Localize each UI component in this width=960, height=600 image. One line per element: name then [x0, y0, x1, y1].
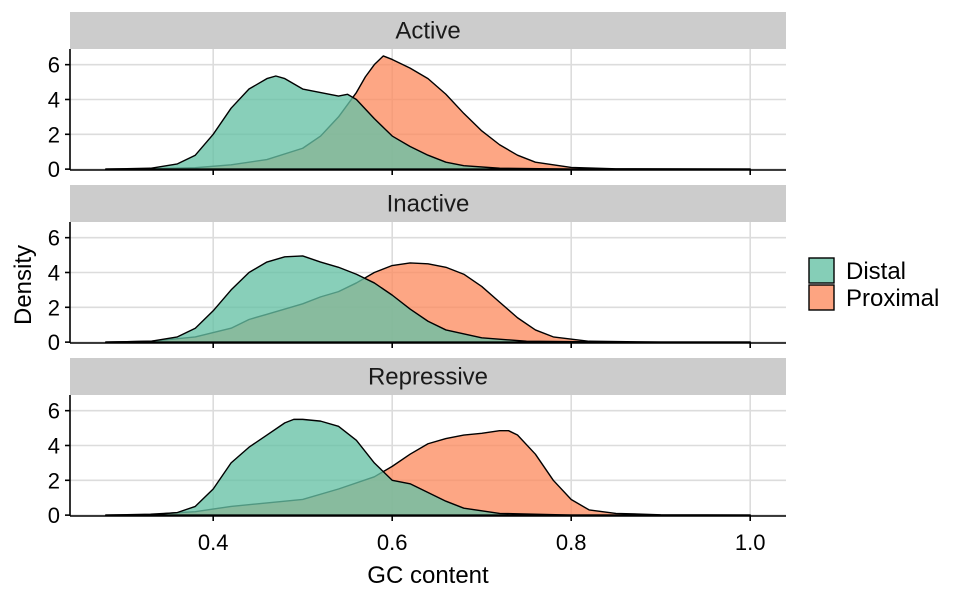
- x-tick-label: 0.8: [556, 530, 587, 555]
- y-tick-label: 2: [48, 122, 60, 147]
- facet-strip: [70, 12, 786, 49]
- legend-key-distal: [808, 257, 835, 284]
- legend-key-proximal: [808, 284, 835, 311]
- x-tick-label: 1.0: [735, 530, 766, 555]
- y-tick-label: 0: [48, 157, 60, 182]
- y-tick-label: 6: [48, 226, 60, 251]
- density-area-distal: [105, 75, 751, 170]
- density-area-distal: [105, 418, 751, 516]
- legend-label-distal: Distal: [846, 258, 906, 285]
- facet-panels: Active 0 2 4 6 Inactive 0 2 4 6 Repressive 0 2 4 6: [48, 12, 786, 528]
- y-tick-label: 0: [48, 503, 60, 528]
- facet-panel-active: Active 0 2 4 6: [48, 12, 786, 182]
- y-axis-title: Density: [10, 245, 37, 325]
- facet-strip: [70, 358, 786, 395]
- facet-strip-label: Repressive: [368, 364, 488, 391]
- x-tick-label: 0.6: [377, 530, 408, 555]
- facet-strip-label: Active: [395, 18, 460, 45]
- x-axis: 0.4 0.6 0.8 1.0: [198, 530, 766, 555]
- legend-label-proximal: Proximal: [846, 285, 939, 312]
- y-tick-label: 4: [48, 433, 60, 458]
- y-tick-label: 0: [48, 330, 60, 355]
- y-tick-label: 4: [48, 87, 60, 112]
- y-tick-label: 2: [48, 295, 60, 320]
- facet-panel-repressive: Repressive 0 2 4 6: [48, 358, 786, 528]
- density-area-distal: [105, 255, 751, 343]
- y-tick-label: 4: [48, 260, 60, 285]
- x-tick-label: 0.4: [198, 530, 229, 555]
- y-tick-label: 6: [48, 399, 60, 424]
- facet-strip: [70, 185, 786, 222]
- facet-strip-label: Inactive: [387, 191, 470, 218]
- y-tick-label: 6: [48, 53, 60, 78]
- y-tick-label: 2: [48, 468, 60, 493]
- x-axis-title: GC content: [367, 562, 489, 589]
- facet-panel-inactive: Inactive 0 2 4 6: [48, 185, 786, 355]
